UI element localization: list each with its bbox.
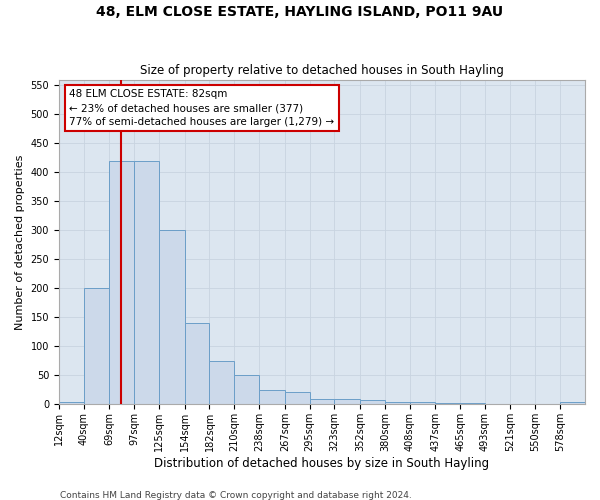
Text: Contains HM Land Registry data © Crown copyright and database right 2024.: Contains HM Land Registry data © Crown c… [60, 490, 412, 500]
Bar [159, 230, 185, 404]
Bar [185, 323, 209, 404]
Bar [285, 392, 310, 404]
Bar [84, 288, 109, 405]
Bar [234, 376, 259, 404]
Y-axis label: Number of detached properties: Number of detached properties [15, 154, 25, 330]
Bar [134, 161, 159, 404]
Bar [209, 361, 234, 405]
Bar [310, 398, 334, 404]
Bar [410, 402, 436, 404]
Bar [259, 390, 285, 404]
Bar [360, 400, 385, 404]
X-axis label: Distribution of detached houses by size in South Hayling: Distribution of detached houses by size … [154, 457, 490, 470]
Bar [385, 402, 410, 404]
Bar [560, 402, 585, 404]
Bar [334, 398, 360, 404]
Text: 48 ELM CLOSE ESTATE: 82sqm
← 23% of detached houses are smaller (377)
77% of sem: 48 ELM CLOSE ESTATE: 82sqm ← 23% of deta… [70, 90, 335, 128]
Bar [59, 402, 84, 404]
Text: 48, ELM CLOSE ESTATE, HAYLING ISLAND, PO11 9AU: 48, ELM CLOSE ESTATE, HAYLING ISLAND, PO… [97, 5, 503, 19]
Bar [109, 161, 134, 404]
Title: Size of property relative to detached houses in South Hayling: Size of property relative to detached ho… [140, 64, 504, 77]
